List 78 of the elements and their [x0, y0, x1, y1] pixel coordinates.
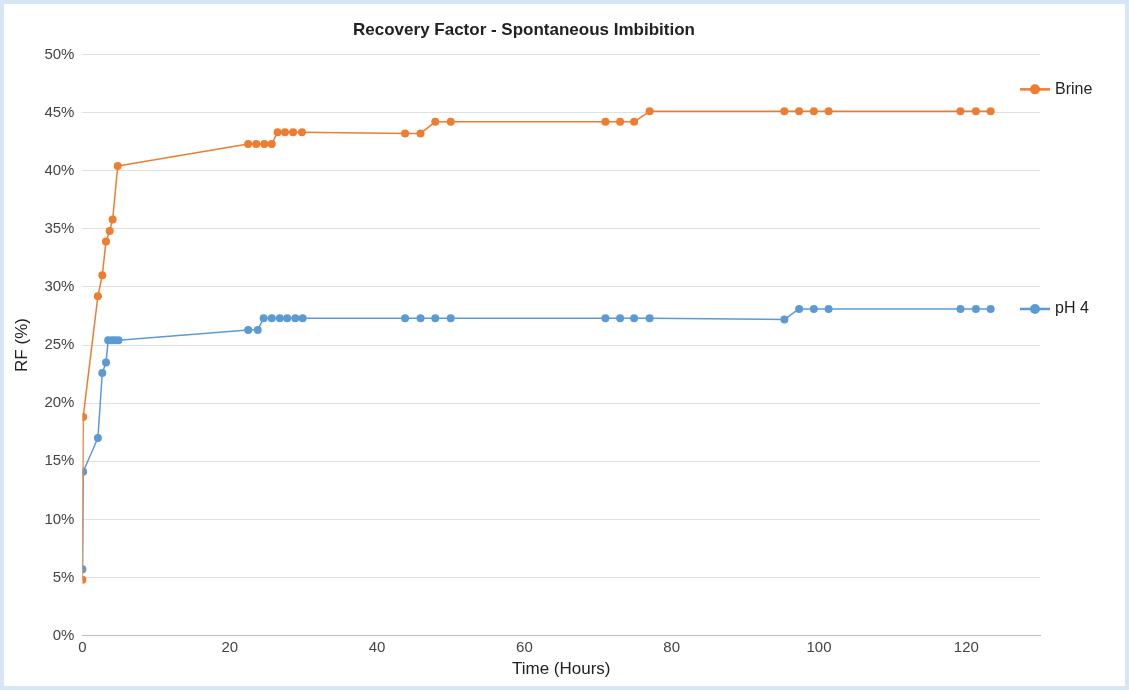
y-tick-label: 10%: [44, 509, 75, 527]
point: [93, 292, 102, 301]
point: [809, 304, 818, 313]
point: [98, 271, 107, 280]
point: [780, 315, 789, 324]
point: [252, 139, 261, 148]
point: [446, 314, 455, 323]
point: [283, 314, 292, 323]
point: [101, 237, 110, 246]
point: [244, 325, 253, 334]
y-tick-label: 35%: [44, 218, 75, 236]
x-tick-label: 60: [516, 637, 533, 655]
point: [616, 314, 625, 323]
point: [780, 107, 789, 116]
x-tick-label: 80: [663, 637, 681, 655]
point: [291, 314, 300, 323]
point: [431, 117, 440, 126]
point: [795, 304, 804, 313]
point: [267, 314, 276, 323]
y-tick-label: 5%: [52, 567, 75, 585]
point: [616, 117, 625, 126]
y-tick-label: 45%: [44, 102, 75, 120]
point: [253, 325, 262, 334]
y-tick-label: 20%: [44, 393, 75, 411]
y-axis-title: RF (%): [11, 318, 31, 372]
y-tick-label: 25%: [44, 335, 75, 353]
point: [108, 215, 117, 224]
point: [401, 129, 410, 138]
point: [101, 358, 110, 367]
point: [113, 161, 122, 170]
y-tick-label: 50%: [44, 44, 75, 62]
point: [645, 107, 654, 116]
point: [446, 117, 455, 126]
y-tick-label: 15%: [44, 451, 75, 469]
x-tick-label: 0: [78, 637, 87, 655]
point: [93, 433, 102, 442]
x-axis-title: Time (Hours): [511, 659, 611, 679]
point: [297, 128, 306, 137]
x-tick-label: 100: [806, 637, 832, 655]
point: [275, 314, 284, 323]
point: [824, 304, 833, 313]
point: [630, 314, 639, 323]
point: [824, 107, 833, 116]
y-tick-label: 30%: [44, 277, 75, 295]
x-tick-label: 40: [368, 637, 386, 655]
x-tick-label: 20: [221, 637, 239, 655]
point: [401, 314, 410, 323]
point: [273, 128, 282, 137]
point: [601, 314, 610, 323]
legend-label: Brine: [1055, 79, 1093, 97]
point: [971, 107, 980, 116]
y-tick-label: 0%: [52, 625, 75, 643]
point: [956, 304, 965, 313]
y-tick-label: 40%: [44, 160, 75, 178]
point: [267, 139, 276, 148]
legend-label: pH 4: [1055, 299, 1089, 317]
point: [416, 314, 425, 323]
point: [601, 117, 610, 126]
point: [645, 314, 654, 323]
point: [298, 314, 307, 323]
point: [431, 314, 440, 323]
point: [971, 304, 980, 313]
point: [630, 117, 639, 126]
point: [259, 314, 268, 323]
point: [795, 107, 804, 116]
point: [416, 129, 425, 138]
point: [260, 139, 269, 148]
point: [105, 227, 114, 236]
point: [98, 368, 107, 377]
point: [986, 107, 995, 116]
point: [289, 128, 298, 137]
point: [280, 128, 289, 137]
point: [244, 139, 253, 148]
chart-title: Recovery Factor - Spontaneous Imbibition: [353, 19, 695, 39]
point: [956, 107, 965, 116]
point: [986, 304, 995, 313]
point: [809, 107, 818, 116]
x-tick-label: 120: [953, 637, 979, 655]
